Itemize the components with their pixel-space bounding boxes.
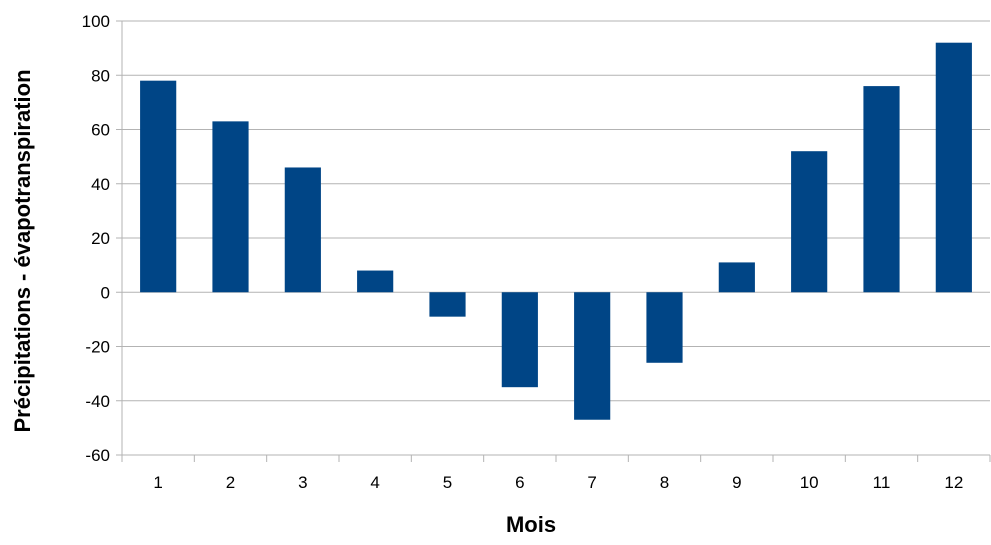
bar-month-4 bbox=[357, 270, 394, 293]
x-tick-label: 12 bbox=[944, 473, 963, 492]
bar-month-9 bbox=[718, 262, 755, 293]
x-tick-label: 4 bbox=[370, 473, 379, 492]
y-tick-label: 80 bbox=[91, 66, 110, 85]
y-tick-labels: 100 80 60 40 20 0 -20 -40 -60 bbox=[82, 12, 110, 465]
y-tick-label: 60 bbox=[91, 121, 110, 140]
x-tick-label: 5 bbox=[443, 473, 452, 492]
y-axis-title: Précipitations - évapotranspiration bbox=[10, 69, 35, 432]
x-tick-label: 1 bbox=[153, 473, 162, 492]
y-tick-label: 0 bbox=[101, 283, 110, 302]
x-tick-label: 7 bbox=[587, 473, 596, 492]
bar-month-1 bbox=[140, 80, 177, 293]
bar-month-2 bbox=[212, 121, 249, 293]
x-tick-label: 11 bbox=[873, 473, 891, 492]
bars bbox=[140, 42, 972, 420]
y-tick-label: -40 bbox=[85, 392, 110, 411]
bar-month-5 bbox=[429, 292, 466, 317]
bar-month-10 bbox=[791, 151, 828, 293]
bar-month-12 bbox=[935, 42, 972, 293]
y-tick-label: 40 bbox=[91, 175, 110, 194]
y-tick-label: -60 bbox=[85, 446, 110, 465]
axes bbox=[121, 21, 991, 462]
y-tick-label: 100 bbox=[82, 12, 110, 31]
bar-month-11 bbox=[863, 86, 900, 293]
x-tick-label: 8 bbox=[660, 473, 669, 492]
bar-month-6 bbox=[501, 292, 538, 388]
gridlines bbox=[116, 20, 990, 456]
x-tick-label: 6 bbox=[515, 473, 524, 492]
x-axis-title: Mois bbox=[506, 512, 556, 537]
y-tick-label: 20 bbox=[91, 229, 110, 248]
x-tick-labels: 1 2 3 4 5 6 7 8 9 10 11 12 bbox=[153, 473, 963, 492]
x-tick-label: 9 bbox=[732, 473, 741, 492]
x-tick-label: 10 bbox=[800, 473, 819, 492]
bar-month-8 bbox=[646, 292, 683, 363]
y-tick-label: -20 bbox=[85, 338, 110, 357]
bar-month-3 bbox=[284, 167, 321, 293]
x-tick-label: 2 bbox=[226, 473, 235, 492]
bar-month-7 bbox=[574, 292, 611, 420]
x-tick-label: 3 bbox=[298, 473, 307, 492]
